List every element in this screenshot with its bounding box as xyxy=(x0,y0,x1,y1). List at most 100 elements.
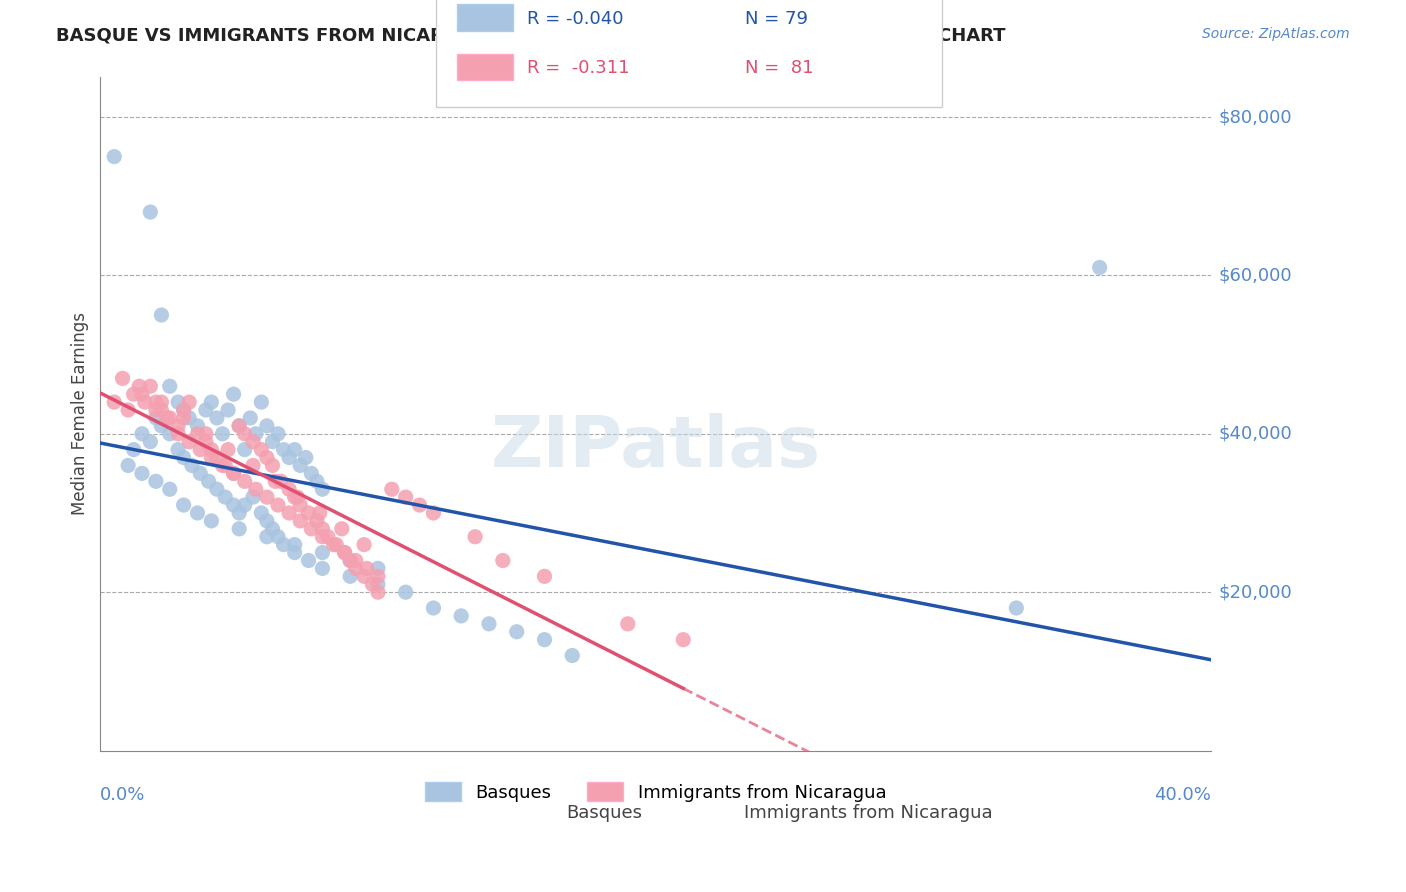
Point xyxy=(330,522,353,536)
Point xyxy=(299,467,322,481)
Point xyxy=(159,379,181,393)
Text: BASQUE VS IMMIGRANTS FROM NICARAGUA MEDIAN FEMALE EARNINGS CORRELATION CHART: BASQUE VS IMMIGRANTS FROM NICARAGUA MEDI… xyxy=(56,27,1005,45)
Point xyxy=(150,418,173,433)
Point xyxy=(233,475,256,489)
Point xyxy=(311,530,333,544)
Point xyxy=(367,561,389,575)
Point xyxy=(228,418,250,433)
Point xyxy=(308,506,330,520)
Point xyxy=(305,514,328,528)
Point xyxy=(339,553,361,567)
Point xyxy=(173,498,195,512)
Point xyxy=(134,395,156,409)
Point xyxy=(139,205,162,219)
Point xyxy=(256,530,278,544)
Point xyxy=(395,490,418,504)
Point xyxy=(173,403,195,417)
Point xyxy=(242,458,264,473)
Point xyxy=(242,490,264,504)
Point xyxy=(361,577,384,591)
Point xyxy=(290,498,312,512)
Point xyxy=(197,475,219,489)
Point xyxy=(262,522,284,536)
Point xyxy=(311,561,333,575)
Point xyxy=(150,308,173,322)
Point xyxy=(122,387,145,401)
Point xyxy=(211,458,233,473)
Point xyxy=(316,530,339,544)
Text: $20,000: $20,000 xyxy=(1219,583,1292,601)
Point xyxy=(305,475,328,489)
Point xyxy=(256,514,278,528)
Point xyxy=(322,538,344,552)
Point xyxy=(250,506,273,520)
Text: $80,000: $80,000 xyxy=(1219,108,1292,126)
Point xyxy=(145,395,167,409)
Point xyxy=(267,426,290,441)
Point xyxy=(278,450,301,465)
Point xyxy=(278,506,301,520)
Point xyxy=(188,442,211,457)
Point xyxy=(270,475,292,489)
Point xyxy=(167,395,190,409)
Point xyxy=(672,632,695,647)
Point xyxy=(179,434,201,449)
Point xyxy=(179,395,201,409)
Point xyxy=(233,442,256,457)
Point xyxy=(217,403,239,417)
Point xyxy=(408,498,430,512)
Point xyxy=(284,545,307,559)
Point xyxy=(353,569,375,583)
Point xyxy=(233,498,256,512)
Point xyxy=(181,458,204,473)
Point xyxy=(325,538,347,552)
Point xyxy=(173,411,195,425)
Point xyxy=(205,411,228,425)
Point xyxy=(561,648,583,663)
Point xyxy=(284,538,307,552)
Point xyxy=(128,379,150,393)
Point xyxy=(228,522,250,536)
Point xyxy=(194,434,217,449)
Point xyxy=(188,467,211,481)
Text: Basques: Basques xyxy=(567,805,643,822)
Point xyxy=(284,490,307,504)
Text: ZIPatlas: ZIPatlas xyxy=(491,413,821,483)
Point xyxy=(422,601,444,615)
Text: Immigrants from Nicaragua: Immigrants from Nicaragua xyxy=(744,805,993,822)
Point xyxy=(167,426,190,441)
Point xyxy=(159,426,181,441)
Point xyxy=(242,434,264,449)
Point xyxy=(339,569,361,583)
Point xyxy=(256,418,278,433)
Point xyxy=(131,426,153,441)
Point xyxy=(267,530,290,544)
Point xyxy=(245,426,267,441)
Point xyxy=(214,458,236,473)
Point xyxy=(395,585,418,599)
Text: 0.0%: 0.0% xyxy=(100,786,146,805)
Point xyxy=(217,442,239,457)
Point xyxy=(131,387,153,401)
Y-axis label: Median Female Earnings: Median Female Earnings xyxy=(72,312,89,516)
Point xyxy=(422,506,444,520)
Point xyxy=(122,442,145,457)
Point xyxy=(200,514,222,528)
Point xyxy=(478,616,501,631)
Point xyxy=(311,545,333,559)
Point xyxy=(1005,601,1028,615)
Point xyxy=(156,411,179,425)
Point xyxy=(311,522,333,536)
Point xyxy=(256,490,278,504)
Point xyxy=(200,395,222,409)
Point xyxy=(273,538,295,552)
Text: 40.0%: 40.0% xyxy=(1154,786,1211,805)
Point xyxy=(186,426,208,441)
Point xyxy=(194,403,217,417)
Point xyxy=(179,411,201,425)
Point xyxy=(294,450,316,465)
Point xyxy=(367,569,389,583)
Point xyxy=(264,475,287,489)
Point xyxy=(450,608,472,623)
Point xyxy=(333,545,356,559)
